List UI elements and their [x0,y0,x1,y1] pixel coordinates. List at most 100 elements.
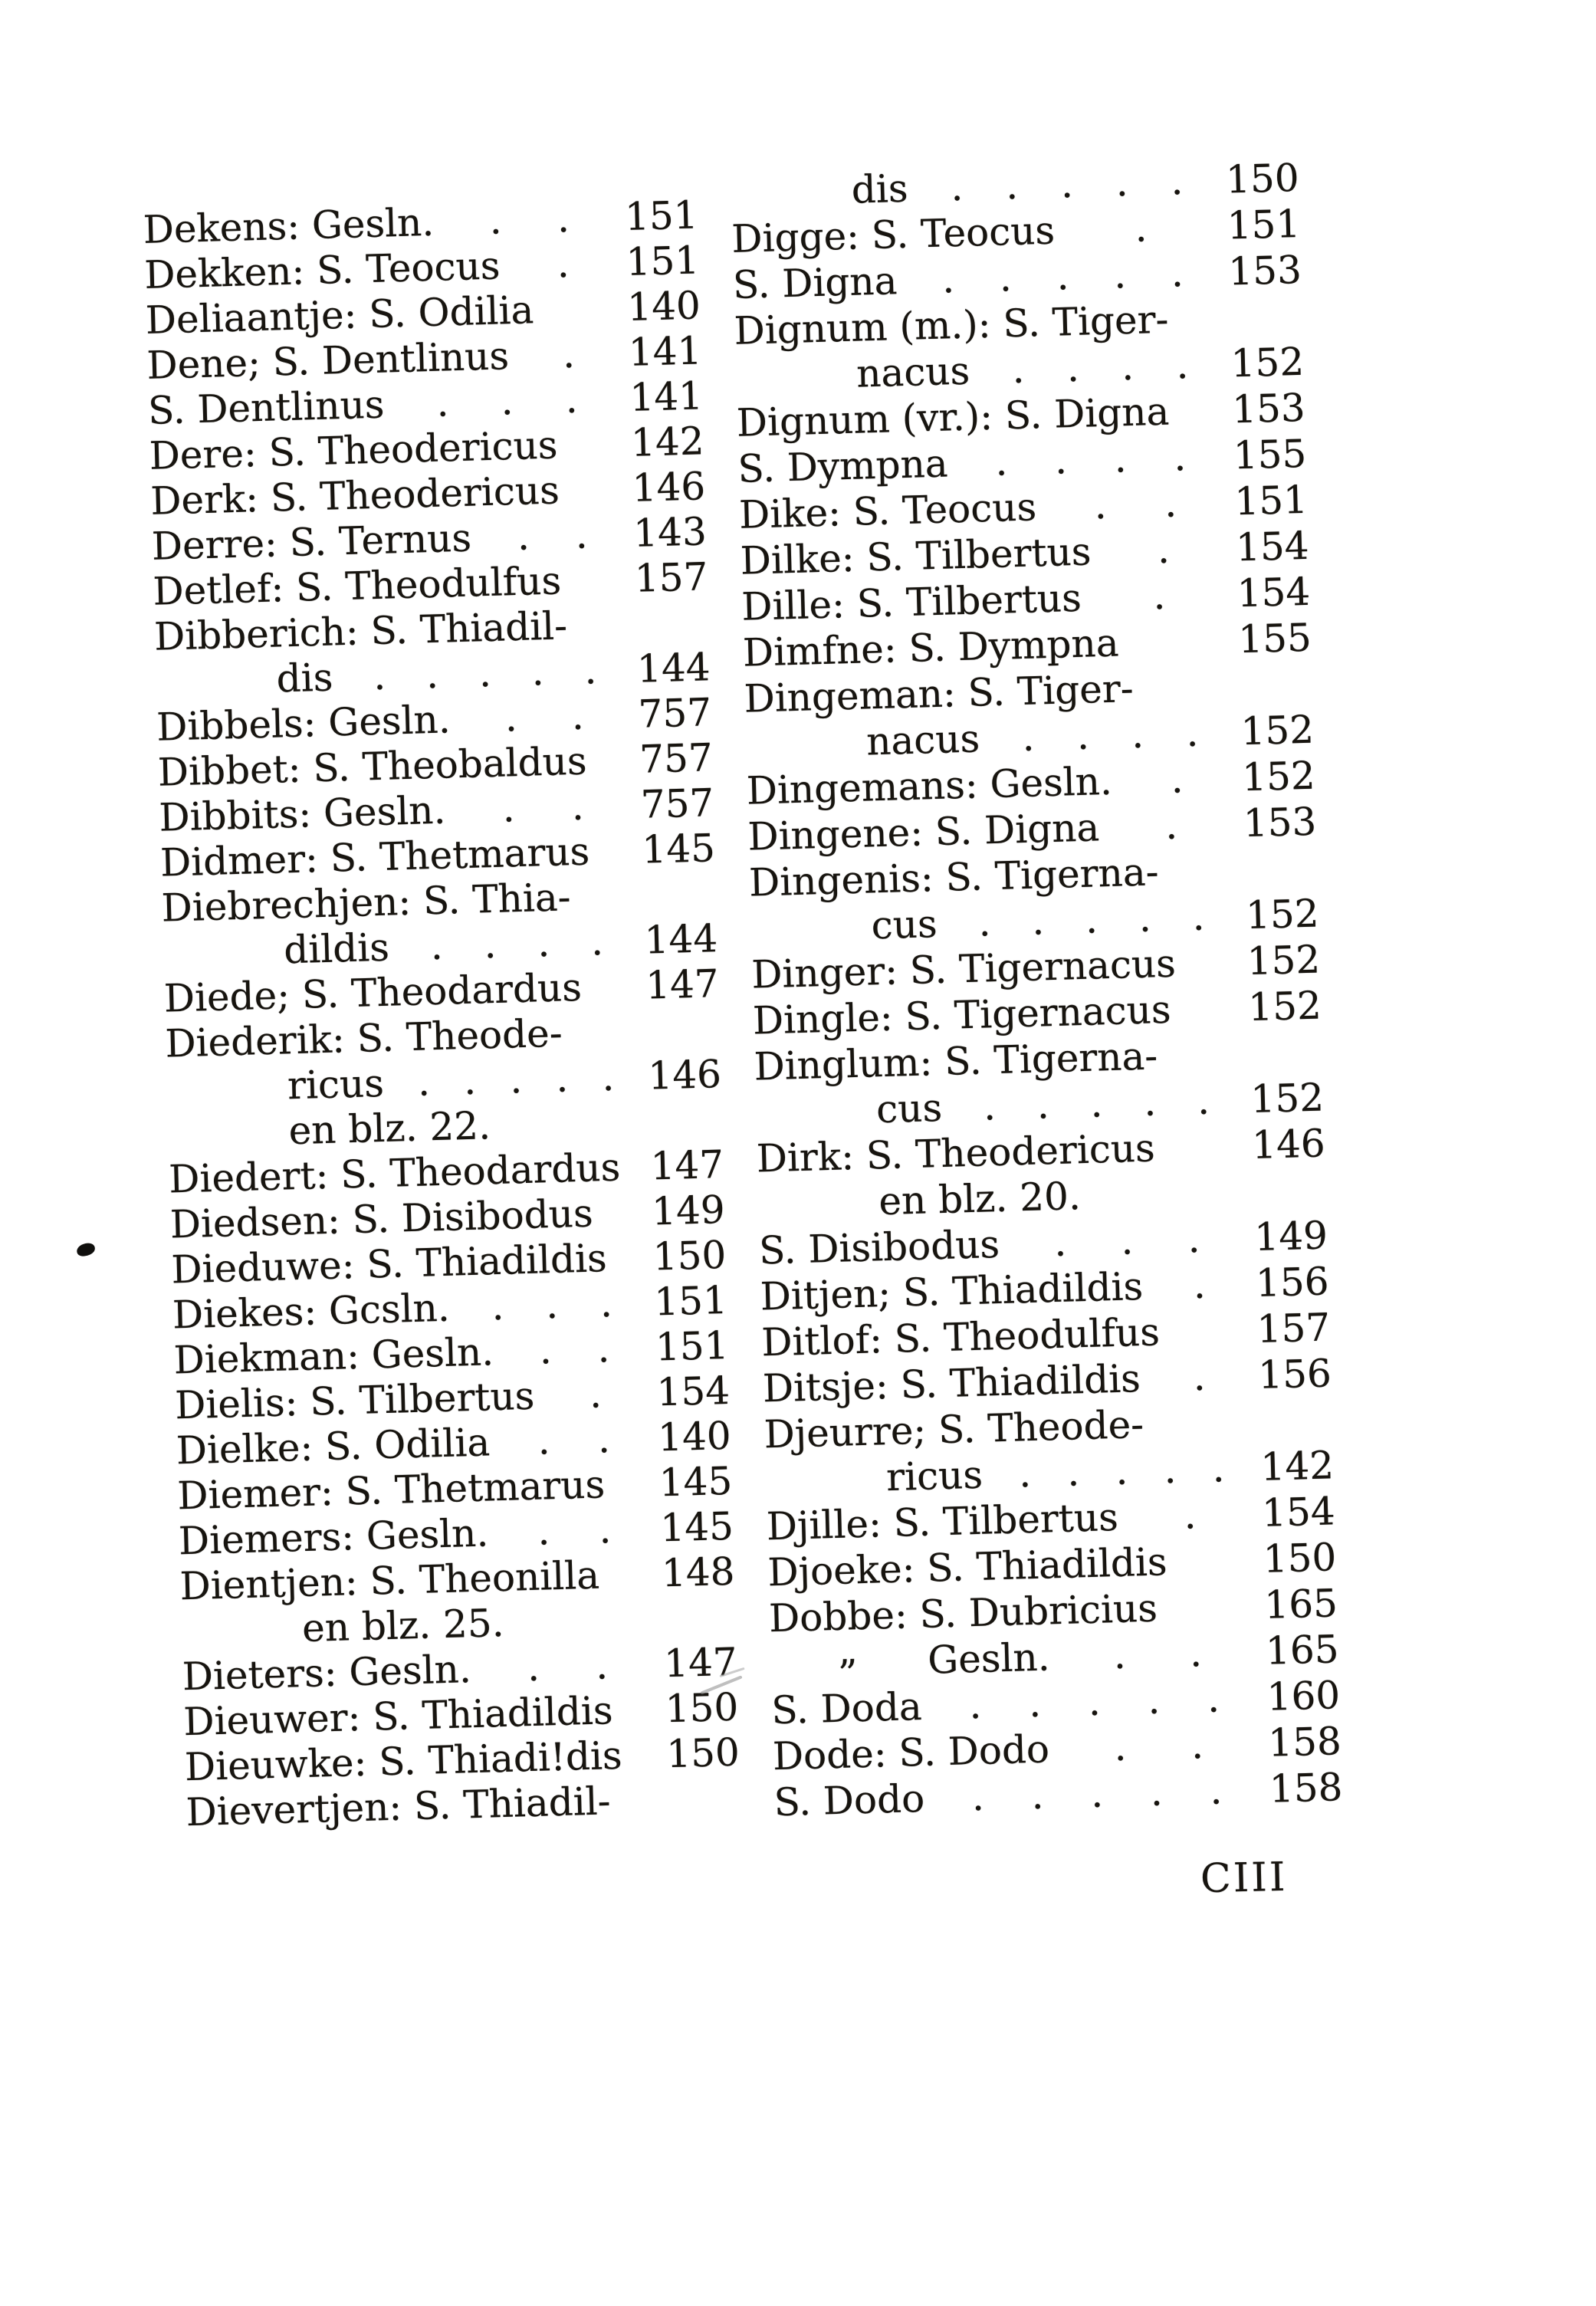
leader-dot: . [1207,1676,1220,1721]
entry-page-number: 151 [655,1322,730,1370]
dot-leader [561,592,635,594]
leader-dot: . [1164,481,1177,526]
leader-dot: . [596,1326,611,1371]
entry-text: nacus [855,348,970,396]
leader-dot: . [1147,1677,1161,1723]
entry-page-number: 140 [626,283,701,330]
dot-leader [607,1270,653,1271]
leader-dot: . [977,900,992,945]
entry-page-number: 157 [634,554,709,601]
leader-dot: . [1120,1218,1134,1263]
leader-dot: . [516,514,530,559]
dot-leader: .. [1049,1720,1269,1772]
entry-page-number: 146 [647,1052,722,1099]
dot-leader: . [1081,570,1238,620]
leader-dot: . [1115,159,1129,205]
leader-dot: . [597,1417,611,1462]
entry-page-number: 147 [645,961,720,1008]
leader-dot: . [1149,1769,1164,1815]
leader-dot: . [500,379,514,424]
leader-dot: . [1113,1724,1128,1770]
dot-leader: ..... [383,1054,649,1106]
entry-page-number: 152 [1247,983,1322,1030]
leader-dot: . [583,648,597,693]
entry-text: nacus [865,716,980,764]
dot-leader: .. [489,1415,658,1465]
dot-leader [1176,974,1247,977]
entry-page-number: 150 [652,1232,727,1279]
dot-leader [491,1132,723,1138]
dot-leader [611,1811,741,1815]
entry-page-number: 156 [1255,1259,1330,1306]
dot-leader: .... [979,708,1241,761]
entry-page-number: 150 [1263,1535,1338,1582]
dot-leader [622,1767,667,1769]
ditto-mark: ” [837,1651,859,1697]
entry-page-number: 157 [1256,1305,1331,1352]
entry-text: en blz. 20. [878,1174,1082,1224]
leader-dot: . [501,786,516,831]
dot-leader [590,863,642,865]
leader-dot: . [504,695,518,741]
dot-leader: .. [450,692,639,743]
entry-page-number: 151 [1226,201,1301,248]
entry-page-number: 154 [1236,569,1311,616]
entry-text: Dibbels: Gesln. [156,697,452,750]
dot-leader: . [1140,1352,1259,1401]
dot-leader [571,906,717,910]
dot-leader: ..... [924,1766,1269,1821]
leader-dot: . [1190,1723,1204,1768]
entry-text: S. Digna [732,258,898,307]
dot-leader [1134,697,1313,701]
dot-leader [593,1225,652,1227]
dot-leader: . [1112,754,1243,804]
entry-text: Dieters: Gesln. [182,1647,472,1700]
leader-dot: . [435,380,450,425]
leader-dot: . [1170,159,1184,204]
dot-leader: ..... [937,892,1246,947]
entry-page-number: 150 [1225,155,1300,202]
leader-dot: . [1211,1446,1226,1491]
entry-page-number: 152 [1250,1075,1325,1122]
entry-page-number: 145 [658,1458,733,1506]
entry-page-number: 151 [653,1277,728,1325]
dot-leader [558,456,632,458]
leader-dot: . [1113,252,1127,297]
dot-leader [1158,1618,1265,1621]
entry-page-number: 149 [1253,1213,1328,1260]
entry-page-number: 160 [1266,1673,1341,1720]
leader-dot: . [1131,711,1144,757]
dot-leader: . [508,330,629,379]
leader-dot: . [1121,343,1135,389]
entry-page-number: 144 [636,645,711,691]
entry-page-number: 145 [659,1503,734,1551]
leader-dot: . [1089,1081,1104,1126]
leader-dot: . [491,1283,505,1329]
leader-dot: . [1030,1772,1045,1818]
leader-dot: . [1164,803,1178,848]
leader-dot: . [1187,1216,1201,1262]
entry-page-number: 151 [624,192,699,239]
entry-text: Dekens: Gesln. [143,199,435,252]
entry-page-number: 152 [1246,937,1321,984]
leader-dot: . [488,198,503,243]
leader-dot: . [530,649,545,695]
dot-leader [606,1496,660,1497]
dot-leader [1169,329,1303,333]
entry-page-number: 146 [631,464,706,511]
leader-dot: . [1191,894,1206,940]
leader-dot: . [574,512,589,557]
entry-page-number: 165 [1265,1627,1340,1674]
leader-dot: . [950,164,964,210]
index-column-right: dis..... 150 Digge: S. Teocus. 151 S. Digna.… [730,155,1343,1825]
entry-page-number: 149 [651,1187,726,1234]
leader-dot: . [463,1058,477,1104]
entry-page-number: 154 [655,1368,731,1415]
leader-dot: . [1112,1632,1127,1678]
entry-text: Diemers: Gesln. [178,1510,489,1564]
entry-text: en blz. 25. [301,1600,505,1651]
entry-text: S. Dentlinus [147,382,386,433]
leader-dot: . [570,693,585,739]
leader-dot: . [429,923,444,969]
